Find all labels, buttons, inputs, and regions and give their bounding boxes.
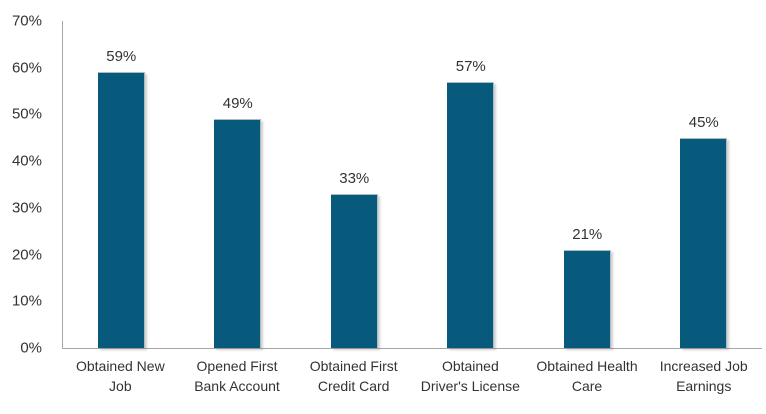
bar-column: 57%: [413, 21, 530, 348]
bar-column: 45%: [646, 21, 763, 348]
bar-value-label: 57%: [455, 57, 486, 75]
y-tick-label: 20%: [11, 246, 42, 264]
y-tick-label: 70%: [11, 12, 42, 30]
bar: [563, 249, 611, 348]
bar: [680, 137, 728, 348]
bar: [447, 81, 495, 348]
y-tick-label: 60%: [11, 59, 42, 77]
y-axis: 0% 10% 20% 30% 40% 50% 60% 70%: [0, 13, 50, 357]
bar-value-label: 33%: [339, 169, 370, 187]
bar: [330, 193, 378, 348]
y-tick-label: 10%: [11, 292, 42, 310]
bar-column: 49%: [180, 21, 297, 348]
bars-row: 59% 49% 33% 57% 21% 45%: [63, 21, 762, 348]
x-category-label: Obtained Driver's License: [420, 358, 520, 395]
bar-column: 59%: [63, 21, 180, 348]
plot-area: 59% 49% 33% 57% 21% 45%: [62, 21, 762, 349]
x-category-label: Increased Job Earnings: [659, 358, 748, 395]
bar-column: 21%: [529, 21, 646, 348]
y-tick-label: 30%: [11, 199, 42, 217]
bar: [97, 72, 145, 348]
x-category-label: Obtained Health Care: [536, 358, 638, 395]
y-tick-label: 50%: [11, 105, 42, 123]
bar-column: 33%: [296, 21, 413, 348]
bar-value-label: 21%: [572, 225, 603, 243]
x-category-label: Opened First Bank Account: [194, 358, 280, 395]
x-axis: Obtained New Job Opened First Bank Accoun…: [62, 356, 762, 397]
y-tick-label: 40%: [11, 152, 42, 170]
x-category-label: Obtained New Job: [75, 358, 165, 395]
bar-value-label: 59%: [106, 48, 137, 66]
bar-value-label: 49%: [222, 95, 253, 113]
x-category-label: Obtained First Credit Card: [309, 358, 398, 395]
y-tick-label: 0%: [20, 339, 42, 357]
bar: [214, 119, 262, 348]
bar-value-label: 45%: [688, 113, 719, 131]
